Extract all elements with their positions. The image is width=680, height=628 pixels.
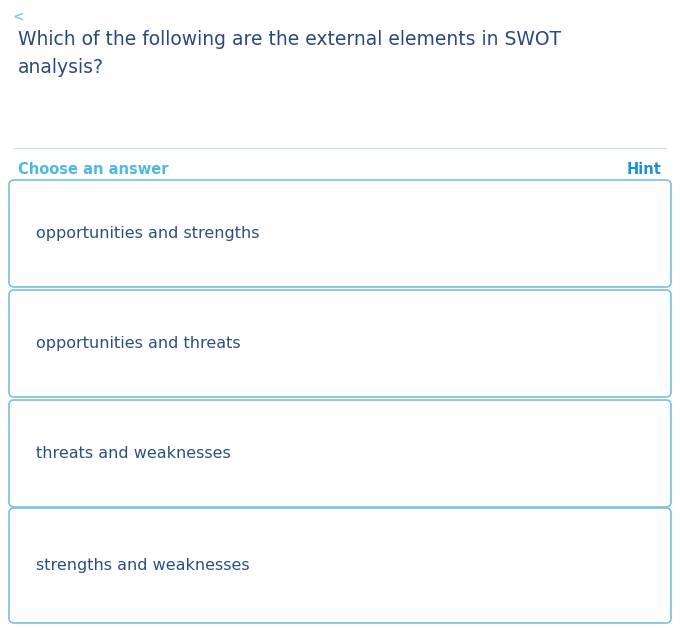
FancyBboxPatch shape [9, 400, 671, 507]
Text: analysis?: analysis? [18, 58, 104, 77]
Text: threats and weaknesses: threats and weaknesses [36, 446, 231, 461]
Text: strengths and weaknesses: strengths and weaknesses [36, 558, 250, 573]
Text: opportunities and threats: opportunities and threats [36, 336, 241, 351]
Text: Hint: Hint [627, 162, 662, 177]
Text: <: < [12, 10, 24, 24]
FancyBboxPatch shape [9, 290, 671, 397]
FancyBboxPatch shape [9, 180, 671, 287]
Text: opportunities and strengths: opportunities and strengths [36, 226, 260, 241]
FancyBboxPatch shape [9, 508, 671, 623]
Text: Choose an answer: Choose an answer [18, 162, 169, 177]
Text: Which of the following are the external elements in SWOT: Which of the following are the external … [18, 30, 561, 49]
